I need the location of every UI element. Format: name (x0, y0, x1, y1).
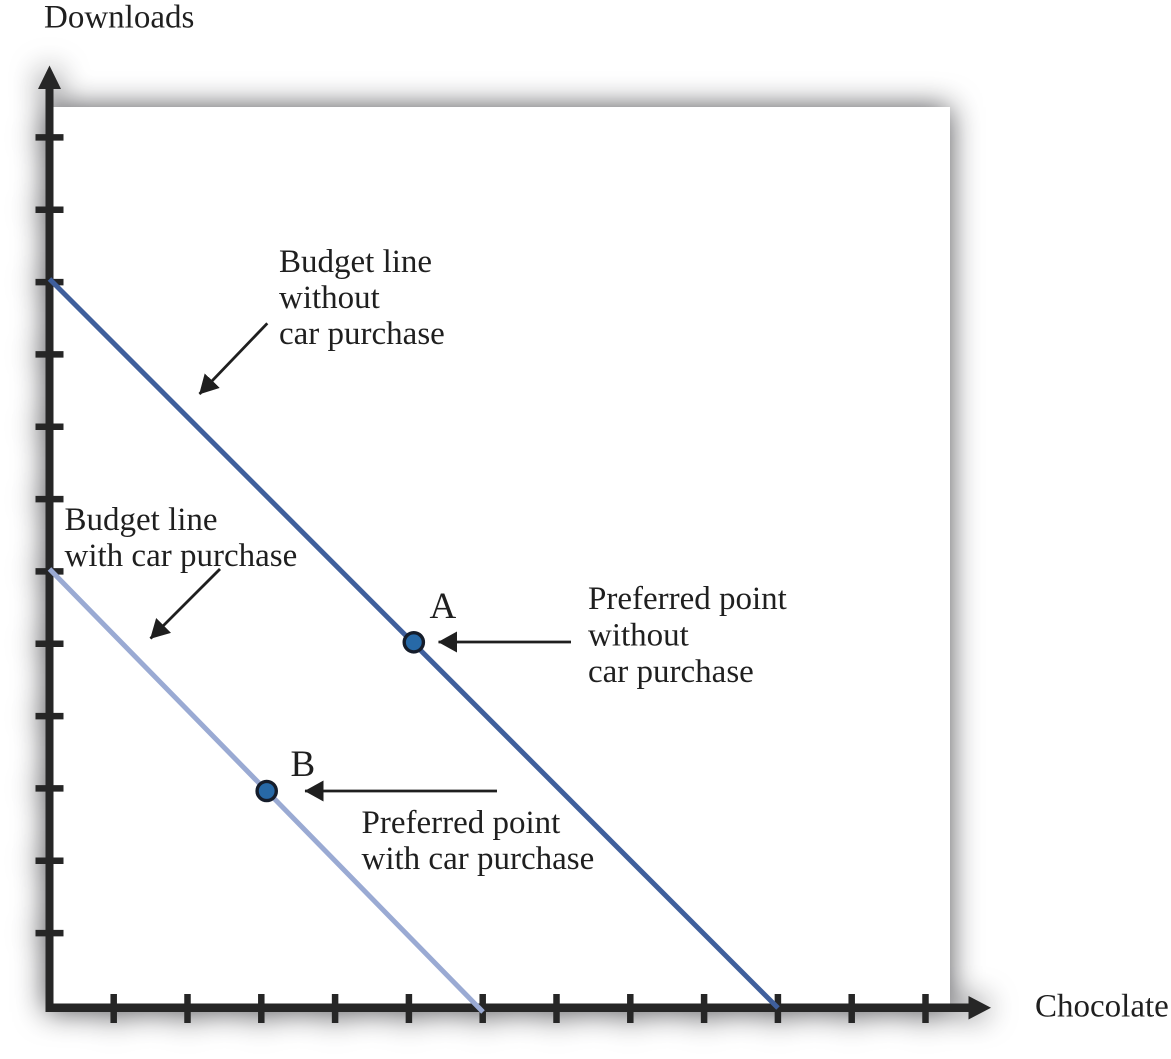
svg-text:with car purchase: with car purchase (362, 841, 595, 877)
svg-text:Budget line: Budget line (279, 244, 432, 280)
svg-text:without: without (279, 280, 380, 316)
svg-text:Preferred point: Preferred point (588, 581, 787, 617)
svg-text:with car purchase: with car purchase (65, 538, 298, 574)
svg-text:car purchase: car purchase (588, 654, 754, 690)
svg-text:without: without (588, 618, 689, 654)
svg-text:B: B (291, 744, 316, 785)
svg-text:Budget line: Budget line (65, 502, 218, 538)
svg-text:car purchase: car purchase (279, 316, 445, 352)
svg-text:A: A (430, 586, 457, 627)
svg-text:Preferred point: Preferred point (362, 805, 561, 841)
svg-text:Downloads: Downloads (44, 0, 194, 36)
svg-text:Chocolate: Chocolate (1035, 989, 1169, 1025)
